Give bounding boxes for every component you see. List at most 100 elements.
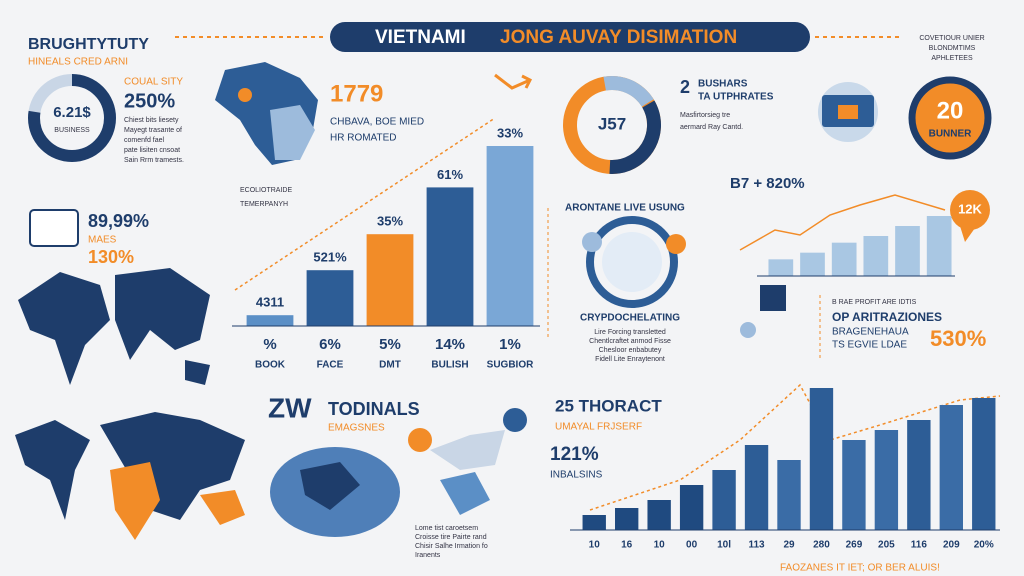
x-tick-label: DMT (379, 360, 401, 371)
bar-sublabel: 1% (499, 336, 521, 353)
bar (615, 508, 639, 530)
x-tick-label: 209 (943, 540, 960, 551)
ring (602, 232, 662, 292)
text-line: Chentlcraftet anmod Fisse (589, 338, 671, 345)
text-line: ECOLIOTRAIDE (240, 187, 292, 194)
text-line: Chesloor enbabutey (599, 347, 662, 354)
icon (29, 209, 79, 247)
icon (760, 285, 786, 311)
x-tick-label: 280 (813, 540, 830, 551)
x-tick-label: 10l (717, 540, 731, 551)
block-subtitle: EMAGSNES (328, 423, 385, 434)
bar (679, 485, 704, 530)
bar-annotation: 61% (437, 167, 463, 182)
block-title: TODINALS (328, 399, 420, 419)
bar (768, 259, 794, 276)
donut-value: 6.21$ (53, 104, 91, 121)
x-tick-label: 16 (621, 540, 633, 551)
block-title: ZW (268, 392, 312, 423)
x-tick-label: 20% (974, 540, 994, 551)
text-line: pate lisiten cnsoat (124, 147, 180, 154)
x-tick-label: SUGBIOR (487, 360, 534, 371)
text-line: BLONDMTIMS (929, 45, 976, 52)
text-line: CHBAVA, BOE MIED (330, 117, 424, 128)
header-pill (330, 22, 810, 52)
bar (744, 445, 769, 530)
bar (366, 234, 414, 326)
block-subtitle: TA UTPHRATES (698, 92, 774, 103)
pin (238, 88, 252, 102)
x-tick-label: 10 (654, 540, 666, 551)
block-title: 25 THORACT (555, 396, 662, 415)
bar (647, 500, 671, 530)
bar (777, 460, 801, 530)
block-title: OP ARITRAZIONES (832, 310, 942, 324)
kicker: B RAE PROFIT ARE IDTIS (832, 299, 917, 306)
bar (800, 252, 825, 276)
text-line: Croisse tire Pairte rand (415, 534, 487, 541)
bar (874, 430, 899, 530)
bar (842, 440, 866, 530)
x-tick-label: 29 (783, 540, 795, 551)
block-title: ARONTANE LIVE USUNG (565, 203, 685, 214)
text-line: COVETIOUR UNIER (919, 35, 984, 42)
ring (586, 216, 678, 308)
text-line: TS EGVIE LDAE (832, 340, 907, 351)
block-title: BUSHARS (698, 79, 748, 90)
bar (426, 187, 474, 326)
text-line: APHLETEES (931, 55, 973, 62)
donut-arc (28, 74, 116, 162)
bar-sublabel: % (263, 336, 276, 353)
stat: 530% (930, 326, 986, 351)
text-line: Masfirtorsieg tre (680, 112, 730, 119)
arrow (494, 73, 533, 90)
bar (831, 242, 857, 276)
bar-sublabel: 5% (379, 336, 401, 353)
stat: 130% (88, 247, 134, 267)
stat: 1779 (330, 80, 383, 107)
bar (486, 146, 534, 326)
text-line: Fidell Lite Enraytenont (595, 356, 665, 363)
badge (908, 76, 992, 160)
bar (863, 236, 889, 276)
bar-sublabel: 14% (435, 336, 465, 353)
icon (582, 232, 602, 252)
world-map (110, 462, 245, 540)
text-line: Iranents (415, 552, 441, 559)
donut-label: BUSINESS (54, 127, 90, 134)
icon (666, 234, 686, 254)
text-line: Lome tist caroetsem (415, 525, 478, 532)
bar (895, 226, 920, 276)
stat-label: INBALSINS (550, 470, 603, 481)
icon (838, 105, 858, 119)
icon (740, 322, 756, 338)
block-subtitle: HINEALS CRED ARNI (28, 57, 128, 68)
donut-value: J57 (598, 114, 626, 133)
bar-annotation: 35% (377, 214, 403, 229)
x-tick-label: 269 (846, 540, 863, 551)
bar (972, 398, 996, 530)
trend-line (234, 117, 496, 291)
text-line: Lire Forcing transletted (594, 329, 666, 336)
trend-line (589, 383, 1001, 511)
bar (306, 270, 354, 326)
bar-sublabel: 6% (319, 336, 341, 353)
bubble (950, 190, 990, 230)
stat: B7 + 820% (730, 175, 805, 192)
globe-land (300, 462, 360, 510)
badge-value: 20 (937, 97, 964, 124)
header-title: JONG AUVAY DISIMATION (500, 27, 737, 48)
icon (408, 428, 432, 452)
bar (712, 470, 736, 530)
map (270, 105, 315, 160)
x-tick-label: 113 (748, 540, 765, 551)
bar (926, 216, 952, 276)
bar (246, 315, 294, 326)
bar (939, 405, 963, 530)
badge-label: BUNNER (929, 129, 973, 140)
block-subtitle: CRYPDOCHELATING (580, 313, 680, 324)
x-tick-label: 00 (686, 540, 698, 551)
stat: 89,99% (88, 211, 149, 231)
icon (440, 472, 490, 515)
